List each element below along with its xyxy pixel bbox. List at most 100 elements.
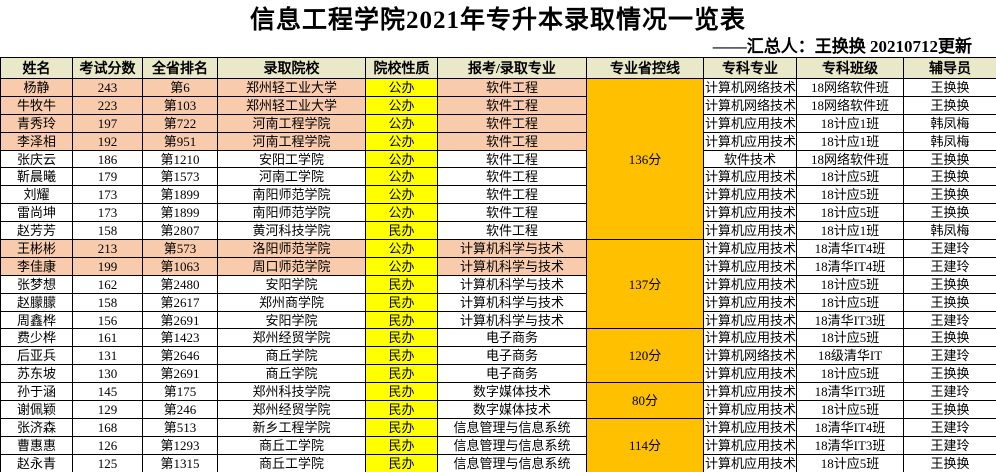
cell-class: 18网络软件班 [796, 95, 904, 115]
cell-counselor: 王换换 [903, 453, 996, 472]
cell-school-type: 公办 [365, 78, 438, 97]
table-row: 孙于涵 145 第175 郑州科技学院 民办 数字媒体技术 80分 计算机应用技术 18清华IT… [0, 382, 996, 419]
table-row: 曹惠惠 126 第1293 商丘工学院 民办 信息管理与信息系统 计算机应用技术 18清华IT… [0, 435, 996, 455]
column-header: 报考/录取专业 [437, 57, 587, 79]
cell-college: 安阳学院 [217, 274, 366, 294]
cell-rank: 第6 [142, 78, 218, 97]
cell-score: 131 [72, 346, 143, 366]
cell-counselor: 韩凤梅 [903, 221, 996, 241]
cell-rank: 第1899 [142, 185, 218, 205]
table-row: 牛牧牛 223 第103 郑州轻工业大学 公办 软件工程 计算机网络技术 18网络软件班 王换换 [0, 95, 996, 115]
cell-school-type: 公办 [365, 185, 438, 205]
table-row: 赵永青 125 第1315 商丘工学院 民办 信息管理与信息系统 计算机应用技术 18计应5班… [0, 453, 996, 472]
cell-counselor: 王换换 [903, 203, 996, 223]
column-header: 考试分数 [72, 57, 143, 79]
cell-major: 软件工程 [437, 221, 587, 241]
cell-name: 赵芳芳 [0, 221, 73, 241]
cell-school-type: 公办 [365, 131, 438, 151]
cell-rank: 第1423 [142, 328, 218, 348]
cell-counselor: 王建玲 [903, 310, 996, 330]
cell-major: 电子商务 [437, 346, 587, 366]
cell-class: 18计应5班 [796, 203, 904, 223]
cell-class: 18网络软件班 [796, 149, 904, 169]
cell-college: 商丘学院 [217, 364, 366, 384]
table-row: 赵芳芳 158 第2807 黄河科技学院 民办 软件工程 计算机应用技术 18计应1班 韩凤梅 [0, 221, 996, 241]
column-header: 专业省控线 [586, 57, 704, 79]
cell-score: 173 [72, 203, 143, 223]
cell-dept-major: 计算机网络技术 [703, 346, 797, 366]
cell-counselor: 韩凤梅 [903, 131, 996, 151]
byline-summary: ——汇总人：王换换 20210712更新 [712, 37, 972, 56]
cell-major: 计算机科学与技术 [437, 310, 587, 330]
cell-school-type: 公办 [365, 239, 438, 258]
cell-score: 125 [72, 453, 143, 472]
cell-score: 213 [72, 239, 143, 258]
table-row: 周鑫桦 156 第2691 安阳学院 民办 计算机科学与技术 计算机应用技术 18清华IT3班… [0, 310, 996, 330]
cell-major: 信息管理与信息系统 [437, 435, 587, 455]
cell-name: 王彬彬 [0, 239, 73, 258]
cell-class: 18计应5班 [796, 292, 904, 312]
cell-school-type: 民办 [365, 364, 438, 384]
cell-control-line: 136分 [586, 77, 704, 241]
cell-class: 18计应5班 [796, 453, 904, 472]
cell-major: 计算机科学与技术 [437, 239, 587, 258]
cell-name: 张庆云 [0, 149, 73, 169]
column-header: 辅导员 [903, 57, 996, 79]
cell-score: 168 [72, 417, 143, 437]
cell-counselor: 王建玲 [903, 435, 996, 455]
table-header-row: 姓名 考试分数 全省排名 录取院校 院校性质 报考/录取专业 专业省控线 专科专业 专科班级 辅导… [0, 57, 996, 79]
cell-dept-major: 计算机应用技术 [703, 185, 797, 205]
cell-name: 谢佩颖 [0, 400, 73, 419]
cell-name: 张济森 [0, 417, 73, 437]
cell-college: 安阳工学院 [217, 149, 366, 169]
cell-class: 18清华IT3班 [796, 435, 904, 455]
cell-rank: 第1210 [142, 149, 218, 169]
cell-counselor: 王建玲 [903, 239, 996, 258]
cell-score: 130 [72, 364, 143, 384]
cell-dept-major: 计算机应用技术 [703, 113, 797, 133]
cell-name: 李佳康 [0, 256, 73, 276]
cell-school-type: 民办 [365, 417, 438, 437]
table-row: 雷尚坤 173 第1899 南阳师范学院 公办 软件工程 计算机应用技术 18计应5班 王换换 [0, 203, 996, 223]
cell-dept-major: 计算机网络技术 [703, 95, 797, 115]
cell-college: 商丘工学院 [217, 453, 366, 472]
table-row: 杨静 243 第6 郑州轻工业大学 公办 软件工程 136分 计算机网络技术 18网络软件班 王换… [0, 77, 996, 241]
cell-dept-major: 计算机网络技术 [703, 78, 797, 97]
cell-dept-major: 计算机应用技术 [703, 417, 797, 437]
cell-school-type: 民办 [365, 221, 438, 241]
page-title: 信息工程学院2021年专升本录取情况一览表 [249, 7, 746, 34]
cell-rank: 第1573 [142, 167, 218, 187]
table-row: 李泽相 192 第951 河南工程学院 公办 软件工程 计算机应用技术 18计应1班 韩凤梅 [0, 131, 996, 151]
cell-dept-major: 计算机应用技术 [703, 131, 797, 151]
table-row: 青秀玲 197 第722 河南工程学院 公办 软件工程 计算机应用技术 18计应1班 韩凤梅 [0, 113, 996, 133]
cell-major: 数字媒体技术 [437, 382, 587, 402]
table-row: 苏东坡 130 第2691 商丘学院 民办 电子商务 计算机应用技术 18计应5班 王换换 [0, 364, 996, 384]
cell-college: 商丘学院 [217, 346, 366, 366]
cell-major: 软件工程 [437, 95, 587, 115]
cell-counselor: 王换换 [903, 167, 996, 187]
cell-class: 18清华IT4班 [796, 417, 904, 437]
cell-college: 洛阳师范学院 [217, 239, 366, 258]
cell-name: 曹惠惠 [0, 435, 73, 455]
cell-score: 223 [72, 95, 143, 115]
cell-dept-major: 计算机应用技术 [703, 310, 797, 330]
cell-dept-major: 计算机应用技术 [703, 167, 797, 187]
cell-class: 18清华IT3班 [796, 310, 904, 330]
cell-school-type: 民办 [365, 453, 438, 472]
cell-rank: 第1899 [142, 203, 218, 223]
cell-dept-major: 计算机应用技术 [703, 221, 797, 241]
cell-class: 18计应5班 [796, 364, 904, 384]
table-row: 张济森 168 第513 新乡工程学院 民办 信息管理与信息系统 114分 计算机应用技术 18… [0, 417, 996, 472]
cell-major: 信息管理与信息系统 [437, 453, 587, 472]
cell-rank: 第2617 [142, 292, 218, 312]
cell-dept-major: 软件技术 [703, 149, 797, 169]
cell-counselor: 王换换 [903, 78, 996, 97]
cell-major: 软件工程 [437, 149, 587, 169]
column-header: 专科班级 [796, 57, 904, 79]
cell-college: 南阳师范学院 [217, 185, 366, 205]
cell-name: 后亚兵 [0, 346, 73, 366]
cell-control-line: 120分 [586, 328, 704, 384]
cell-control-line: 114分 [586, 417, 704, 472]
cell-counselor: 王换换 [903, 149, 996, 169]
